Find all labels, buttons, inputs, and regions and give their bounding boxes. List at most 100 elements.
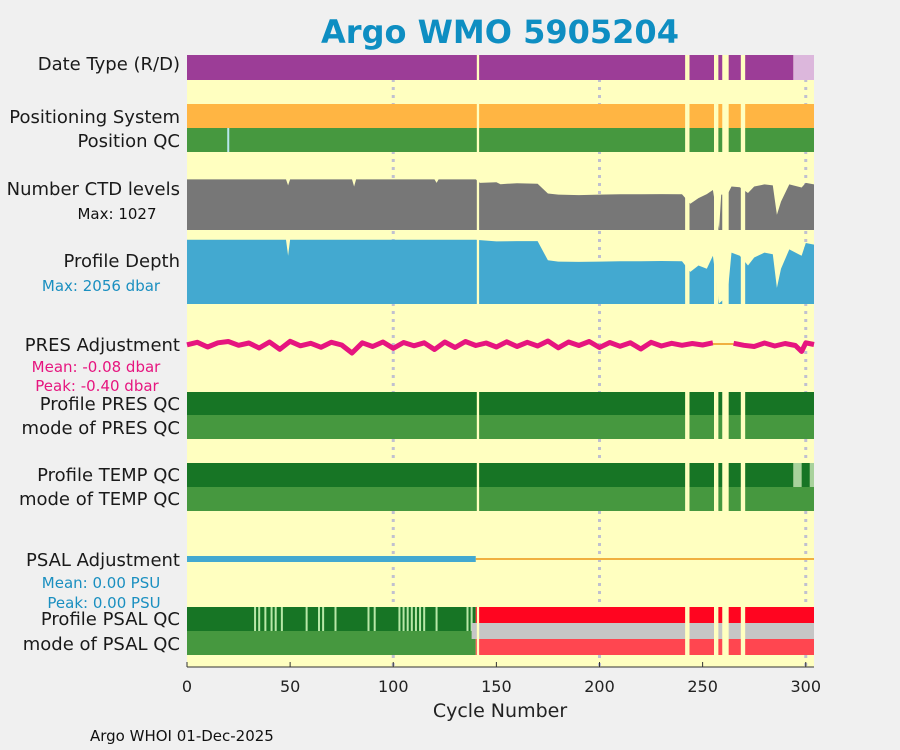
x-tick-label-50: 50 [280, 677, 300, 696]
label-pres-adjustment: PRES Adjustment [25, 335, 180, 356]
profile-temp-qc-segment-0 [187, 463, 794, 487]
profile-psal-qc-tick-16 [414, 607, 417, 631]
gap-cycle-260-3 [722, 392, 725, 439]
gap-cycle-257-3 [716, 392, 719, 439]
profile-psal-qc-tick-20 [466, 607, 469, 631]
x-axis-label: Cycle Number [433, 700, 567, 722]
gap-cycle-260-5 [722, 607, 725, 655]
profile-psal-qc-tick-7 [318, 607, 320, 631]
gap-cycle-260-4 [722, 463, 725, 511]
label-profile-temp-qc: Profile TEMP QC [37, 465, 180, 486]
psal-adjustment-bar [187, 556, 476, 562]
date-type-segment-0 [187, 55, 794, 80]
profile-psal-qc-tick-8 [322, 607, 325, 631]
profile-psal-qc-tick-2 [264, 607, 267, 631]
gap-cycle-269-1 [740, 104, 744, 152]
profile-psal-qc-tick-21 [470, 607, 473, 631]
profile-psal-qc-tick-4 [274, 607, 277, 631]
psal-mean-label: Mean: 0.00 PSU [42, 574, 160, 592]
profile-psal-qc-tick-13 [402, 607, 405, 631]
gap-cycle-256-3 [714, 392, 717, 439]
gap-cycle-270-5 [742, 607, 746, 655]
gap-cycle-243-2 [687, 178, 690, 304]
gap-cycle-256-0 [714, 55, 717, 80]
profile-psal-qc-tick-17 [419, 607, 422, 631]
gap-cycle-270-2 [742, 178, 746, 304]
label-profile-pres-qc: Profile PRES QC [40, 394, 180, 415]
profile-depth-area [187, 239, 814, 304]
x-tick-label-150: 150 [481, 677, 512, 696]
gap-cycle-261-4 [724, 463, 727, 511]
gap-cycle-257-2 [716, 178, 719, 304]
profile-psal-qc-tick-14 [406, 607, 409, 631]
gap-cycle-262-5 [726, 607, 729, 655]
gap-cycle-260-0 [722, 55, 725, 80]
gap-cycle-242-1 [685, 104, 688, 152]
mode-psal-qc-upper-band [471, 623, 814, 639]
psal-peak-label: Peak: 0.00 PSU [47, 594, 160, 612]
gap-cycle-243-5 [687, 607, 690, 655]
gap-cycle-269-3 [740, 392, 744, 439]
mode-temp-qc-segment-0 [187, 487, 814, 511]
label-position-qc: Position QC [77, 131, 180, 152]
gap-cycle-243-4 [687, 463, 690, 511]
x-tick-label-200: 200 [584, 677, 615, 696]
gap-cycle-269-2 [740, 178, 744, 304]
pres-peak-label: Peak: -0.40 dbar [35, 377, 159, 395]
gap-cycle-256-2 [714, 178, 717, 304]
gap-cycle-270-3 [742, 392, 746, 439]
profile-psal-qc-tick-12 [398, 607, 401, 631]
x-tick-label-300: 300 [790, 677, 821, 696]
profile-temp-qc-segment-2 [801, 463, 810, 487]
date-type-segment-1 [793, 55, 814, 80]
label-mode-pres-qc: mode of PRES QC [22, 418, 180, 439]
profile-psal-qc-tick-11 [373, 607, 376, 631]
label-profile-psal-qc: Profile PSAL QC [41, 609, 180, 630]
gap-cycle-242-2 [685, 178, 688, 304]
profile-psal-qc-tick-15 [410, 607, 413, 631]
gap-cycle-261-1 [724, 104, 727, 152]
gap-cycle-243-3 [687, 392, 690, 439]
mode-pres-qc-segment-0 [187, 415, 814, 439]
plot-area [187, 55, 814, 667]
gap-cycle-262-2 [726, 178, 729, 304]
label-mode-temp-qc: mode of TEMP QC [19, 489, 180, 510]
chart-title: Argo WMO 5905204 [321, 13, 679, 51]
gap-cycle-261-2 [724, 178, 727, 304]
gap-cycle-261-3 [724, 392, 727, 439]
gap-cycle-262-4 [726, 463, 729, 511]
gap-cycle-141-3 [476, 392, 480, 439]
gap-cycle-242-0 [685, 55, 688, 80]
gap-cycle-257-5 [716, 607, 719, 655]
profile-psal-qc-tick-1 [258, 607, 261, 631]
profile-psal-qc-tick-3 [270, 607, 273, 631]
pres-adjustment-line-tail [733, 340, 815, 354]
label-profile-depth: Profile Depth [63, 251, 180, 272]
profile-pres-qc-segment-0 [187, 392, 814, 415]
x-tick-label-100: 100 [378, 677, 409, 696]
gap-cycle-243-0 [687, 55, 690, 80]
x-tick-label-250: 250 [687, 677, 718, 696]
profile-temp-qc-segment-3 [809, 463, 814, 487]
footer-credit: Argo WHOI 01-Dec-2025 [90, 727, 274, 745]
profile-temp-qc-segment-1 [793, 463, 802, 487]
ctd-levels-area [187, 179, 814, 230]
gap-cycle-270-4 [742, 463, 746, 511]
gap-cycle-262-0 [726, 55, 729, 80]
grid-lines [391, 55, 808, 667]
profile-psal-qc-tick-5 [280, 607, 283, 631]
gap-cycle-269-0 [740, 55, 744, 80]
gap-cycle-243-1 [687, 104, 690, 152]
gap-cycle-262-3 [726, 392, 729, 439]
pres-adjustment-line [186, 338, 714, 356]
gap-cycle-141-4 [476, 463, 480, 511]
gap-cycle-242-5 [685, 607, 688, 655]
gap-cycle-261-0 [724, 55, 727, 80]
position-qc-tick-0 [227, 128, 230, 152]
pres-mean-label: Mean: -0.08 dbar [32, 358, 162, 376]
gap-cycle-257-4 [716, 463, 719, 511]
gap-cycle-262-1 [726, 104, 729, 152]
profile-psal-qc-tick-0 [254, 607, 257, 631]
profile-psal-qc-tick-10 [367, 607, 370, 631]
